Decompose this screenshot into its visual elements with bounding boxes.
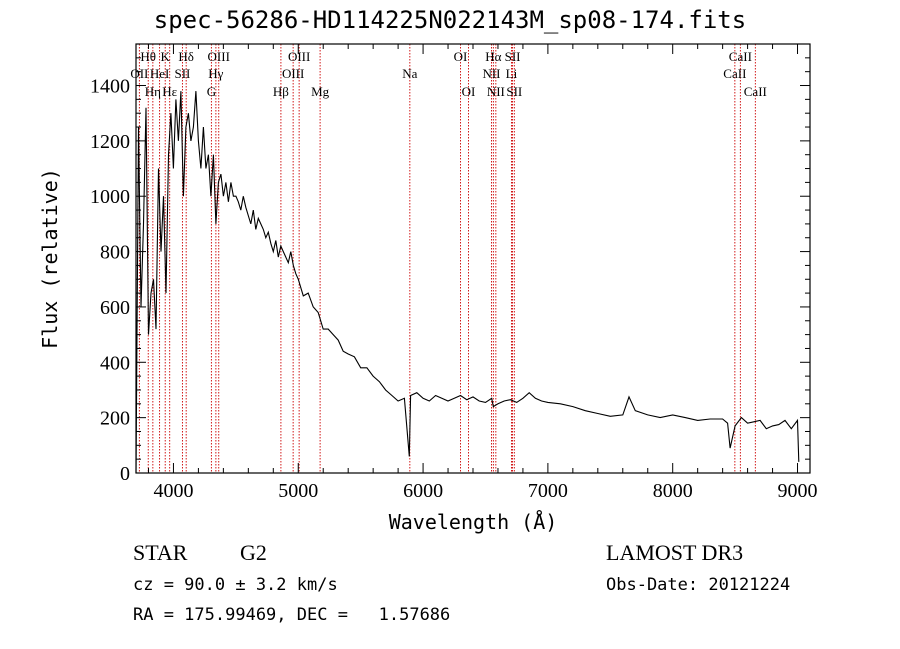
spectral-line-label: SII bbox=[506, 84, 522, 99]
y-tick-label: 0 bbox=[120, 463, 130, 485]
x-tick-label: 5000 bbox=[278, 480, 318, 502]
x-tick-label: 6000 bbox=[403, 480, 443, 502]
chart-title: spec-56286-HD114225N022143M_sp08-174.fit… bbox=[153, 6, 747, 34]
y-tick-label: 200 bbox=[100, 408, 130, 430]
spectral-line-label: Li bbox=[506, 66, 518, 81]
y-axis-label: Flux (relative) bbox=[38, 168, 62, 349]
spectral-line-label: CaII bbox=[729, 49, 752, 64]
object-class: STAR bbox=[133, 540, 188, 565]
spectral-line-label: K bbox=[161, 49, 171, 64]
spectral-line-label: OI bbox=[454, 49, 468, 64]
spectrum-line bbox=[135, 91, 800, 474]
y-axis: 0 200 400 600 800 1000 1200 1400 bbox=[90, 43, 810, 485]
x-tick-label: 7000 bbox=[528, 480, 568, 502]
spectral-line-label: Hα bbox=[485, 49, 501, 64]
y-tick-label: 800 bbox=[100, 242, 130, 264]
spectral-line-label: OIII bbox=[288, 49, 310, 64]
y-tick-label: 400 bbox=[100, 352, 130, 374]
x-axis: 4000 5000 6000 7000 8000 9000 bbox=[147, 44, 818, 502]
y-tick-label: 1000 bbox=[90, 186, 130, 208]
redshift-cz: cz = 90.0 ± 3.2 km/s bbox=[133, 575, 338, 595]
spectral-line-label: NII bbox=[482, 66, 500, 81]
x-tick-label: 9000 bbox=[778, 480, 818, 502]
spectral-line-label: SII bbox=[505, 49, 521, 64]
spectrum-series bbox=[135, 91, 800, 474]
spectral-line-label: OIII bbox=[208, 49, 230, 64]
y-tick-label: 600 bbox=[100, 297, 130, 319]
spectral-line-label: Na bbox=[402, 66, 417, 81]
spectral-line-label: Hθ bbox=[140, 49, 156, 64]
coordinates: RA = 175.99469, DEC = 1.57686 bbox=[133, 605, 451, 625]
spectral-subclass: G2 bbox=[240, 540, 267, 565]
spectral-line-label: Hγ bbox=[208, 66, 223, 81]
spectral-line-label: NII bbox=[487, 84, 505, 99]
y-tick-label: 1200 bbox=[90, 131, 130, 153]
spectral-line-labels: Hθ OII Hη K HeI Hε Hδ SII OIII Hγ G Hβ OIII OIII Mg Na O… bbox=[130, 49, 767, 99]
spectral-line-label: Hδ bbox=[178, 49, 194, 64]
obs-date: Obs-Date: 20121224 bbox=[606, 575, 791, 595]
spectral-line-label: Hβ bbox=[273, 84, 289, 99]
spectral-line-label: G bbox=[207, 84, 216, 99]
y-tick-label: 1400 bbox=[90, 76, 130, 98]
spectral-line-label: OIII bbox=[282, 66, 304, 81]
spectral-line-label: Hε bbox=[162, 84, 177, 99]
spectral-line-label: OII bbox=[130, 66, 148, 81]
spectral-line-label: CaII bbox=[723, 66, 746, 81]
spectral-line-label: Mg bbox=[311, 84, 330, 99]
spectral-line-label: SII bbox=[174, 66, 190, 81]
spectral-line-label: OI bbox=[462, 84, 476, 99]
survey-name: LAMOST DR3 bbox=[606, 540, 744, 565]
plot-frame bbox=[135, 43, 811, 474]
spectral-line-markers bbox=[138, 44, 756, 473]
spectral-line-label: CaII bbox=[744, 84, 767, 99]
x-tick-label: 8000 bbox=[653, 480, 693, 502]
x-axis-label: Wavelength (Å) bbox=[389, 510, 558, 534]
spectral-line-label: Hη bbox=[145, 84, 161, 99]
x-tick-label: 4000 bbox=[153, 480, 193, 502]
spectral-line-label: HeI bbox=[150, 66, 170, 81]
